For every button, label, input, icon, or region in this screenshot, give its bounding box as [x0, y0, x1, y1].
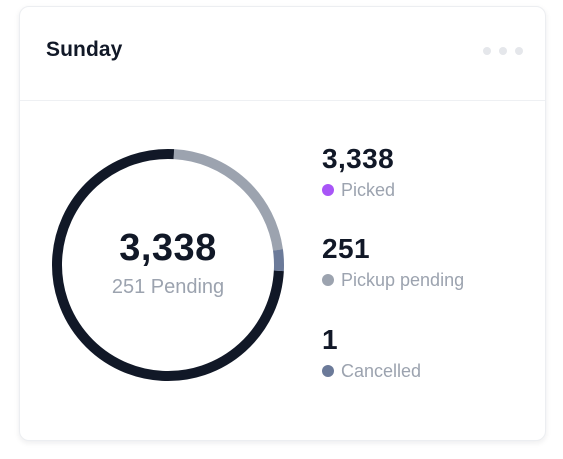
donut-chart — [51, 149, 284, 381]
legend-label-row: Cancelled — [322, 360, 522, 382]
legend-item-pending: 251 Pickup pending — [322, 234, 522, 291]
donut-center: 3,338 251 Pending — [49, 146, 287, 384]
legend-label-row: Picked — [322, 179, 522, 201]
legend-value: 251 — [322, 233, 370, 264]
more-dot-3 — [515, 47, 523, 55]
legend-swatch-picked — [322, 184, 334, 196]
sunday-card: Sunday — [19, 6, 546, 441]
legend-item-picked: 3,338 Picked — [322, 144, 522, 201]
more-options-icon[interactable] — [483, 43, 523, 59]
legend-swatch-cancelled — [322, 365, 334, 377]
legend-label: Pickup pending — [341, 270, 465, 290]
card-header: Sunday — [20, 7, 545, 101]
legend-label: Cancelled — [341, 361, 422, 381]
more-dot-2 — [499, 47, 507, 55]
legend-label-row: Pickup pending — [322, 269, 522, 291]
legend-value: 3,338 — [322, 143, 395, 174]
more-dot-1 — [483, 47, 491, 55]
donut-arc-cancelled — [52, 149, 284, 381]
legend-value: 1 — [322, 324, 338, 355]
legend-item-cancelled: 1 Cancelled — [322, 325, 522, 382]
legend-label: Picked — [341, 180, 396, 200]
donut-total-value: 3,338 — [119, 227, 217, 269]
donut-arc-pending — [51, 149, 284, 381]
legend-swatch-pending — [322, 274, 334, 286]
donut-pending-text: 251 Pending — [111, 276, 225, 298]
card-title: Sunday — [46, 38, 123, 61]
